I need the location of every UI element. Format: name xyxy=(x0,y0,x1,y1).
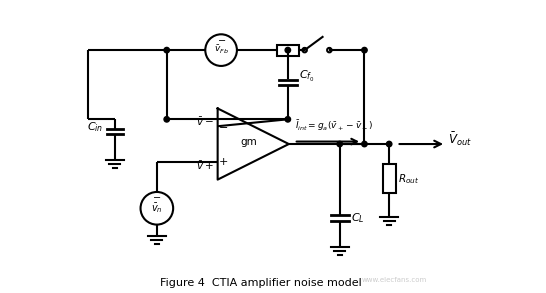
Text: $\bar{v}_{Fb}$: $\bar{v}_{Fb}$ xyxy=(213,44,228,56)
Text: $\bar{I}_{int}=g_a(\bar{v}_+-\bar{v}_-)$: $\bar{I}_{int}=g_a(\bar{v}_+-\bar{v}_-)$ xyxy=(295,118,373,133)
Text: $-$: $-$ xyxy=(217,121,228,131)
Text: $-$: $-$ xyxy=(152,191,162,201)
Circle shape xyxy=(361,47,367,53)
Text: $\bar{v}_n$: $\bar{v}_n$ xyxy=(151,201,163,215)
Text: www.elecfans.com: www.elecfans.com xyxy=(361,277,427,283)
Text: $-$: $-$ xyxy=(217,34,225,44)
Text: Figure 4  CTIA amplifier noise model: Figure 4 CTIA amplifier noise model xyxy=(160,278,361,288)
Text: $C_{in}$: $C_{in}$ xyxy=(87,120,103,134)
Circle shape xyxy=(285,47,290,53)
Text: $+$: $+$ xyxy=(217,156,228,167)
Text: $C_{f_0}$: $C_{f_0}$ xyxy=(299,69,314,84)
Text: $\bar{v}-$: $\bar{v}-$ xyxy=(196,116,213,128)
Circle shape xyxy=(164,47,169,53)
Bar xyxy=(383,164,395,193)
Circle shape xyxy=(337,141,342,147)
Text: $\bar{V}_{out}$: $\bar{V}_{out}$ xyxy=(448,130,472,148)
Circle shape xyxy=(285,117,290,122)
Text: $R_{out}$: $R_{out}$ xyxy=(397,172,419,185)
Text: $\bar{v}+$: $\bar{v}+$ xyxy=(196,160,213,172)
Text: gm: gm xyxy=(240,137,257,146)
Text: $C_L$: $C_L$ xyxy=(351,211,364,225)
Circle shape xyxy=(361,141,367,147)
Circle shape xyxy=(387,141,392,147)
Circle shape xyxy=(164,117,169,122)
Bar xyxy=(277,45,299,56)
